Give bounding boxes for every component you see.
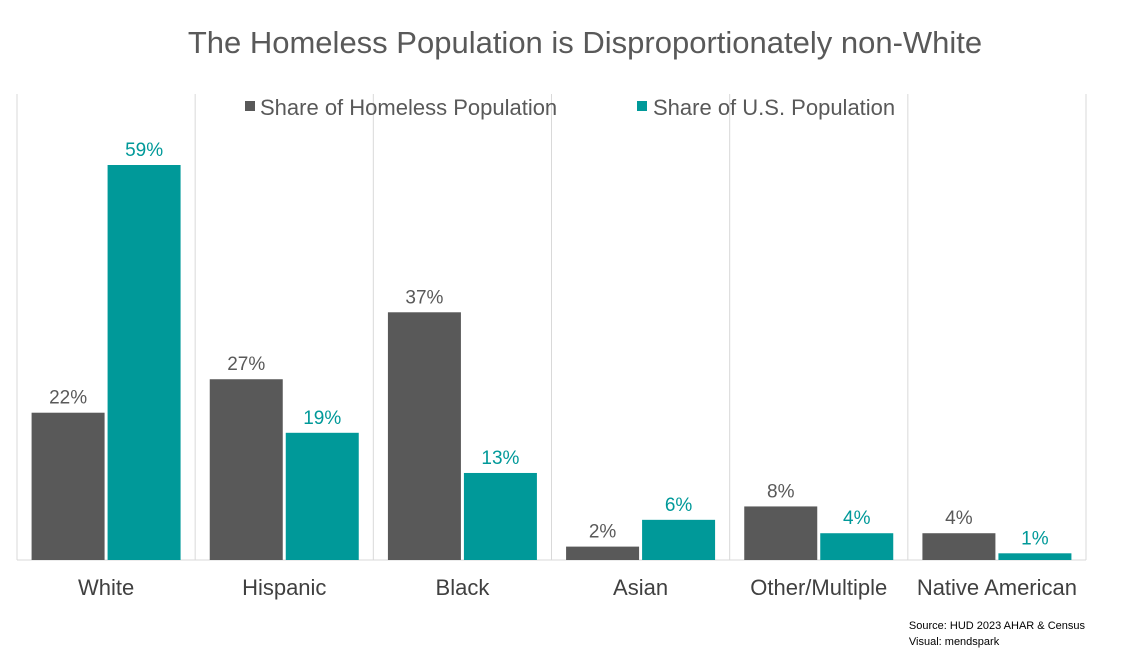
legend: Share of Homeless Population Share of U.S… [245, 95, 895, 120]
bar-us-asian [642, 519, 716, 560]
x-axis-ticks: White Hispanic Black Asian Other/Multiple Nat… [78, 575, 1077, 600]
bar-homeless-black [387, 312, 461, 560]
bar-us-hispanic [285, 432, 359, 560]
x-tick-label: Black [436, 575, 491, 600]
grid [16, 94, 1087, 561]
data-label: 22% [49, 388, 87, 409]
data-label: 19% [303, 408, 341, 429]
source-line: Source: HUD 2023 AHAR & Census [908, 620, 1085, 632]
chart-title: The Homeless Population is Disproportion… [188, 25, 982, 60]
x-tick-label: Asian [613, 575, 668, 600]
bar-us-white [107, 165, 181, 560]
bar-homeless-native-american [922, 533, 996, 560]
data-label: 37% [405, 287, 443, 308]
data-label: 6% [665, 495, 693, 516]
data-label: 59% [125, 140, 163, 161]
x-tick-label: Other/Multiple [750, 575, 887, 600]
legend-label: Share of Homeless Population [260, 95, 557, 120]
x-tick-label: Native American [917, 575, 1077, 600]
bar-homeless-hispanic [209, 379, 283, 560]
source-note: Source: HUD 2023 AHAR & Census Visual: m… [909, 618, 1085, 650]
data-label: 1% [1021, 528, 1049, 549]
data-label: 2% [589, 522, 617, 543]
data-label: 8% [767, 481, 795, 502]
bar-us-other-multiple [820, 533, 894, 560]
bars [31, 165, 1072, 560]
data-label: 13% [481, 448, 519, 469]
bar-us-native-american [998, 553, 1072, 560]
visual-credit: Visual: mendspark [908, 636, 1000, 648]
data-label: 27% [227, 354, 265, 375]
data-label: 4% [843, 508, 871, 529]
legend-swatch [245, 101, 255, 111]
bar-homeless-asian [566, 546, 640, 560]
bar-us-black [463, 472, 537, 560]
legend-label: Share of U.S. Population [653, 95, 895, 120]
x-tick-label: Hispanic [242, 575, 326, 600]
legend-swatch [637, 101, 647, 111]
data-label: 4% [945, 508, 973, 529]
data-labels: 22% 59% 27% 19% 37% 13% 2% 6% 8% 4% 4% 1% [49, 140, 1049, 549]
x-tick-label: White [78, 575, 134, 600]
bar-homeless-other-multiple [744, 506, 818, 560]
bar-homeless-white [31, 412, 105, 560]
